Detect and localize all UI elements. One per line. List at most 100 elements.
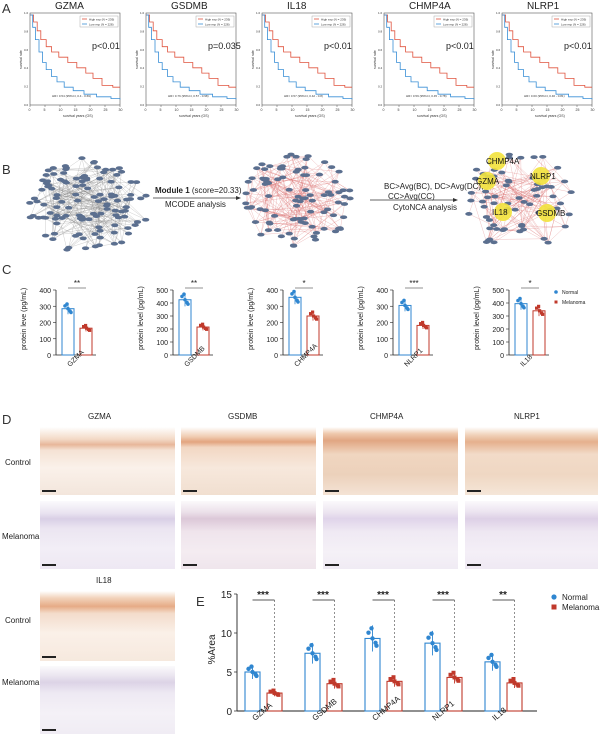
- km-ytick-label: 1.0: [378, 11, 383, 15]
- network-node: [478, 199, 487, 204]
- network-edge: [66, 161, 95, 183]
- panel-label-a: A: [2, 1, 11, 16]
- network-edge: [501, 172, 549, 243]
- network-node: [490, 201, 498, 206]
- network-edge: [43, 161, 95, 218]
- km-legend-low-label: Low exp (N = 228): [89, 23, 114, 27]
- km-xtick-label: 25: [458, 108, 462, 112]
- network-edge: [247, 207, 300, 219]
- histology-control-nlrp1: [465, 427, 598, 495]
- network-node: [549, 194, 557, 199]
- network-node: [96, 235, 104, 240]
- network-edge: [489, 238, 545, 240]
- km-curve-low: [502, 14, 593, 100]
- network-edge: [246, 193, 302, 223]
- c-point-melanoma: [541, 312, 545, 316]
- network-node: [544, 240, 552, 245]
- network-node: [118, 240, 126, 245]
- km-legend-high-label: High exp (N = 239): [205, 18, 230, 22]
- km-ytick-label: 0.0: [378, 103, 383, 107]
- network-edge: [262, 178, 302, 223]
- network-edge: [501, 172, 551, 211]
- network-edge: [282, 166, 331, 196]
- histology-melanoma-nlrp1: [465, 501, 598, 569]
- network-node: [115, 166, 123, 171]
- km-hr-stats: HR= 0.57 (95%CI, 0.42 - 0.8): [284, 94, 323, 98]
- network-edge: [509, 157, 535, 191]
- network-edge: [266, 181, 311, 212]
- c-point-melanoma: [535, 306, 539, 310]
- km-legend-high-label: High exp (N = 239): [89, 18, 114, 22]
- e-point-normal: [246, 666, 251, 672]
- e-point-melanoma: [336, 684, 341, 689]
- km-pvalue: p<0.01: [92, 41, 120, 51]
- e-legend-melanoma-marker: [551, 604, 557, 610]
- network-node: [110, 241, 119, 246]
- network-edge: [32, 161, 95, 216]
- c-ytick-label: 300: [39, 304, 51, 311]
- km-xlabel: survival years (OS): [63, 114, 93, 118]
- network-edge: [51, 188, 136, 226]
- network-edge: [251, 178, 254, 190]
- km-xtick-label: 0: [29, 108, 31, 112]
- km-ytick-label: 1.0: [140, 11, 145, 15]
- c-ylabel: protein leve (pg/mL): [21, 288, 28, 350]
- e-point-normal: [310, 651, 315, 656]
- network-edge: [308, 156, 344, 191]
- km-xtick-label: 25: [576, 108, 580, 112]
- hub-highlight: [532, 167, 550, 185]
- km-ytick-label: 0.2: [496, 85, 501, 89]
- e-point-normal: [250, 669, 255, 675]
- network-node: [285, 187, 293, 192]
- il18-title: IL18: [96, 576, 112, 585]
- network-node: [91, 232, 99, 236]
- c-ytick-label: 0: [384, 353, 388, 360]
- c-point-normal: [522, 305, 526, 310]
- network-node: [520, 200, 528, 204]
- km-xlabel: survival years (OS): [535, 114, 565, 118]
- c-legend-melanoma-marker: [554, 300, 558, 304]
- scale-bar: [42, 729, 56, 731]
- network-node: [95, 243, 103, 248]
- network-edge: [299, 190, 344, 219]
- network-node: [96, 192, 104, 197]
- histology-control-il18: [40, 591, 175, 661]
- network-edge: [556, 208, 566, 227]
- e-point-melanoma: [391, 675, 396, 680]
- network-node: [89, 211, 98, 216]
- network-node: [266, 164, 274, 169]
- network-edge: [508, 181, 540, 213]
- c-legend-normal-label: Normal: [562, 290, 578, 296]
- hub-highlight: [538, 204, 556, 222]
- network-node: [334, 200, 342, 205]
- hub-gene-label: CHMP4A: [486, 157, 520, 166]
- network-module1: [242, 152, 354, 248]
- network-edge: [54, 215, 80, 234]
- km-xtick-label: 15: [428, 108, 432, 112]
- km-curve-high: [502, 14, 592, 88]
- network-node: [97, 211, 105, 216]
- network-node: [124, 226, 132, 230]
- network-edge: [277, 228, 341, 231]
- network-edge: [281, 221, 302, 237]
- km-legend-box: [195, 15, 235, 28]
- network-edge: [504, 195, 537, 230]
- network-edge: [56, 185, 83, 216]
- km-xtick-label: 0: [261, 108, 263, 112]
- km-xlabel: survival years (OS): [179, 114, 209, 118]
- hub-highlight: [494, 203, 512, 221]
- e-point-normal: [374, 643, 379, 648]
- network-edge: [261, 164, 317, 233]
- network-edge: [68, 237, 101, 248]
- km-xtick-label: 0: [501, 108, 503, 112]
- c-ytick-label: 200: [39, 321, 51, 328]
- km-xtick-label: 20: [205, 108, 209, 112]
- network-node: [346, 196, 354, 201]
- network-node: [52, 196, 60, 201]
- km-xtick-label: 15: [74, 108, 78, 112]
- network-node: [519, 227, 528, 232]
- network-edge: [502, 226, 566, 231]
- network-node: [42, 173, 50, 177]
- km-hr-stats: HR= 0.54 (95%CI, 0.4 - 0.69): [52, 94, 91, 98]
